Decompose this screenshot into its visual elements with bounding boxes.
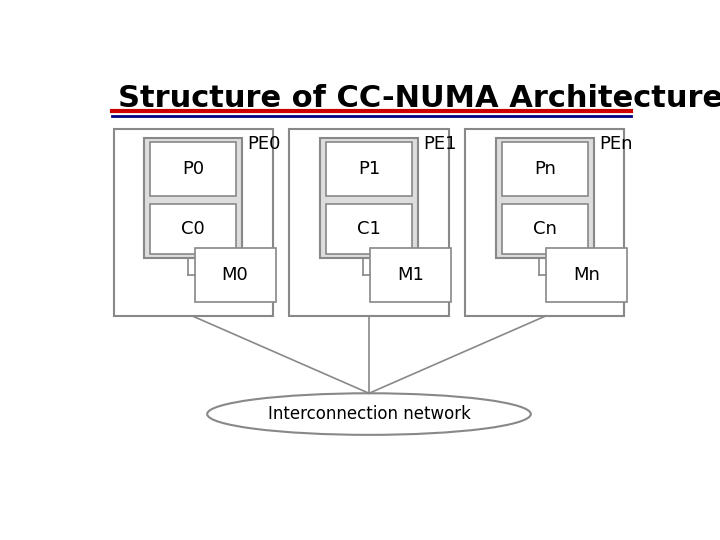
Bar — [465, 129, 624, 316]
Ellipse shape — [207, 393, 531, 435]
Text: Interconnection network: Interconnection network — [268, 405, 470, 423]
Bar — [325, 141, 413, 196]
Text: M1: M1 — [397, 266, 424, 284]
Text: C1: C1 — [357, 220, 381, 238]
Bar — [502, 141, 588, 196]
Text: P1: P1 — [358, 160, 380, 178]
Text: P0: P0 — [182, 160, 204, 178]
Text: Structure of CC-NUMA Architectures: Structure of CC-NUMA Architectures — [118, 84, 720, 112]
Bar — [496, 138, 593, 258]
Bar — [370, 248, 451, 302]
Bar — [325, 204, 413, 254]
Bar — [150, 141, 236, 196]
Bar — [145, 138, 242, 258]
Text: M0: M0 — [222, 266, 248, 284]
Text: Cn: Cn — [533, 220, 557, 238]
Bar — [289, 129, 449, 316]
Bar — [502, 204, 588, 254]
Text: Mn: Mn — [573, 266, 600, 284]
Bar — [150, 204, 236, 254]
Bar — [320, 138, 418, 258]
Bar — [114, 129, 273, 316]
Text: PE1: PE1 — [423, 136, 457, 153]
Bar — [194, 248, 276, 302]
Text: PE0: PE0 — [248, 136, 281, 153]
Text: PEn: PEn — [599, 136, 633, 153]
Text: C0: C0 — [181, 220, 205, 238]
Text: Pn: Pn — [534, 160, 556, 178]
Bar — [546, 248, 627, 302]
